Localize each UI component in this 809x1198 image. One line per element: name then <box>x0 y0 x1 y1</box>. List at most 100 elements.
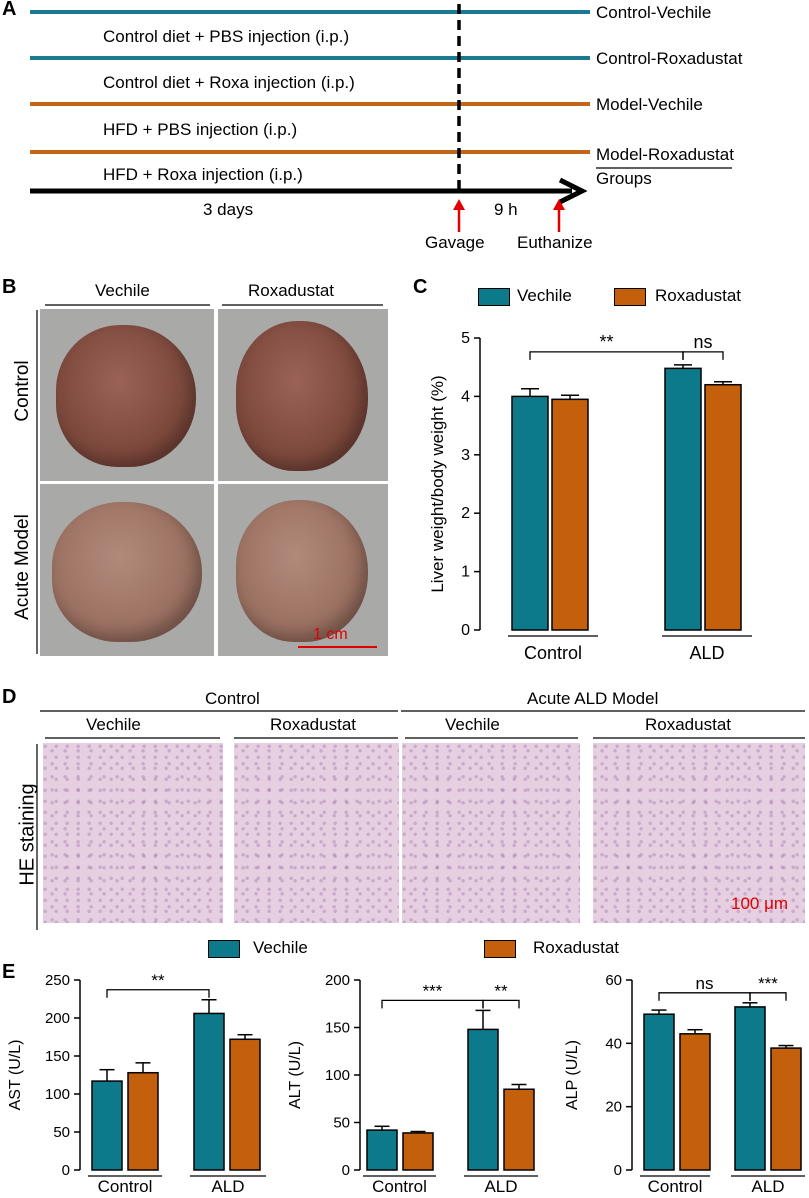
significance-label: ** <box>151 971 165 990</box>
euthanize-label: Euthanize <box>517 233 593 252</box>
bar-ald-vehicle <box>193 1012 225 1171</box>
panel-letter-d: D <box>2 686 17 708</box>
group-label-3: Model-Vechile <box>596 95 703 114</box>
treatment-label-1: Control diet + PBS injection (i.p.) <box>103 27 350 46</box>
legend-c-swatch-vehicle <box>478 288 510 306</box>
panel-d-col-1: Vechile <box>86 715 141 734</box>
legend-e-label-roxa: Roxadustat <box>533 938 619 957</box>
x-category-label: Control <box>372 1177 427 1196</box>
groups-heading: Groups <box>596 169 652 188</box>
y-tick-label: 200 <box>45 1010 70 1027</box>
bar-ald-vehicle <box>467 1028 499 1171</box>
gavage-arrow-head <box>453 199 465 210</box>
y-tick-label: 200 <box>325 972 350 989</box>
y-tick-label: 0 <box>461 622 470 639</box>
liver-photo-model-vehicle <box>40 484 214 656</box>
significance-bracket <box>482 999 520 1009</box>
he-scale-bar-label: 100 μm <box>731 894 789 913</box>
he-image-control-roxa <box>234 743 399 923</box>
bar-control-roxa <box>551 398 589 631</box>
bar-ald-vehicle <box>734 1006 766 1171</box>
legend-e-label-vehicle: Vechile <box>253 938 308 957</box>
x-category-label: Control <box>648 1177 703 1196</box>
bar-control-roxa <box>402 1132 434 1171</box>
x-category-label: ALD <box>751 1177 784 1196</box>
y-tick-label: 150 <box>45 1048 70 1065</box>
panel-letter-a: A <box>2 0 17 20</box>
x-category-label: ALD <box>689 643 724 663</box>
x-category-label: Control <box>98 1177 153 1196</box>
y-tick-label: 0 <box>62 1162 70 1179</box>
y-tick-label: 50 <box>53 1124 70 1141</box>
legend-c-swatch-roxa <box>614 288 646 306</box>
timeline-arrowhead <box>558 177 588 205</box>
y-axis-title: Liver weight/body weight (%) <box>428 375 447 592</box>
group-label-2: Control-Roxadustat <box>596 49 743 68</box>
he-image-model-roxa <box>593 743 805 923</box>
x-category-label: ALD <box>484 1177 517 1196</box>
y-tick-label: 5 <box>461 330 470 347</box>
panel-d-col-2: Roxadustat <box>270 715 356 734</box>
y-axis-title: ALP (U/L) <box>564 1040 581 1110</box>
panel-d-group-control: Control <box>205 689 260 708</box>
treatment-label-4: HFD + Roxa injection (i.p.) <box>103 165 303 184</box>
y-tick-label: 20 <box>605 1099 622 1116</box>
duration-hours-label: 9 h <box>494 200 518 219</box>
treatment-label-3: HFD + PBS injection (i.p.) <box>103 120 298 139</box>
y-tick-label: 4 <box>461 388 470 405</box>
panel-a-timeline <box>30 4 732 232</box>
significance-bracket <box>682 351 724 360</box>
significance-label: ** <box>599 332 613 352</box>
legend-c-label-roxa: Roxadustat <box>655 286 741 305</box>
legend-e-swatch-roxa <box>484 940 516 958</box>
y-tick-label: 0 <box>342 1162 350 1179</box>
y-tick-label: 60 <box>605 972 622 989</box>
y-tick-label: 1 <box>461 564 470 581</box>
duration-days-label: 3 days <box>203 200 254 219</box>
bar-ald-roxa <box>704 383 742 631</box>
gavage-label: Gavage <box>425 233 485 252</box>
x-category-label: ALD <box>211 1177 244 1196</box>
he-image-control-vehicle <box>43 743 223 923</box>
significance-label: ns <box>693 332 712 352</box>
legend-e-swatch-vehicle <box>208 940 240 958</box>
y-tick-label: 250 <box>45 972 70 989</box>
panel-letter-e: E <box>2 961 16 983</box>
bar-control-vehicle <box>366 1129 398 1171</box>
y-tick-label: 100 <box>45 1086 70 1103</box>
significance-bracket <box>658 992 751 1001</box>
bar-control-vehicle <box>511 395 549 631</box>
liver-scale-bar-label: 1 cm <box>313 626 348 643</box>
liver-photo-control-vehicle <box>40 309 214 481</box>
group-label-1: Control-Vechile <box>596 3 712 22</box>
y-tick-label: 150 <box>325 1020 350 1037</box>
y-axis-title: ALT (U/L) <box>287 1041 304 1109</box>
bar-ald-roxa <box>770 1047 802 1171</box>
panel-d-col-3: Vechile <box>445 715 500 734</box>
y-tick-label: 40 <box>605 1035 622 1052</box>
liver-photo-control-roxa <box>218 309 388 481</box>
x-category-label: Control <box>524 643 582 663</box>
y-tick-label: 100 <box>325 1067 350 1084</box>
y-tick-label: 3 <box>461 447 470 464</box>
panel-b-col-vehicle: Vechile <box>95 281 150 300</box>
panel-d-group-model: Acute ALD Model <box>527 689 659 708</box>
liver-photo-model-roxa <box>218 484 388 656</box>
euthanize-arrow-head <box>553 199 565 210</box>
panel-letter-b: B <box>2 276 17 298</box>
y-tick-label: 2 <box>461 505 470 522</box>
panel-b-frame-lines <box>36 304 383 654</box>
significance-label: ** <box>494 981 508 1000</box>
y-tick-label: 0 <box>614 1162 622 1179</box>
significance-label: *** <box>423 981 443 1000</box>
group-label-4: Model-Roxadustat <box>596 145 734 164</box>
bar-ald-vehicle <box>664 367 702 631</box>
y-axis-title: AST (U/L) <box>7 1040 24 1111</box>
legend-c-label-vehicle: Vechile <box>517 286 572 305</box>
significance-bracket <box>749 992 787 1001</box>
significance-label: ns <box>696 974 714 993</box>
bar-control-vehicle <box>91 1080 123 1171</box>
